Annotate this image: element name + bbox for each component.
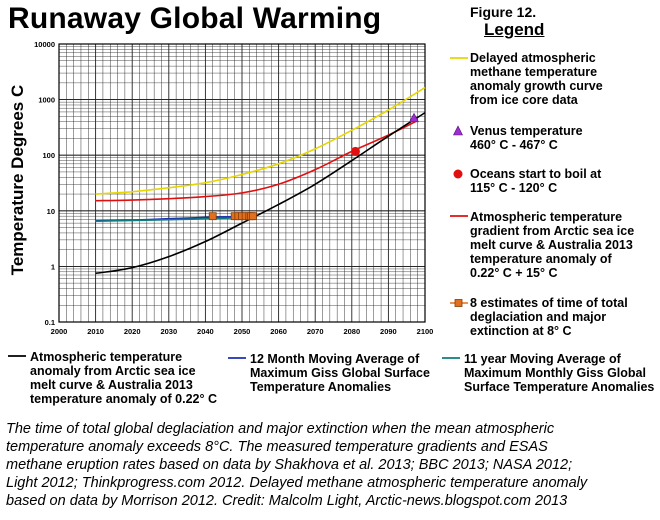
x-tick-label: 2100	[417, 327, 434, 336]
x-tick-label: 2010	[87, 327, 104, 336]
y-tick-label: 100	[42, 151, 55, 160]
y-tick-label: 0.1	[45, 318, 55, 327]
figure-label: Figure 12.	[470, 4, 537, 20]
y-tick-label: 1000	[38, 96, 55, 105]
series-line-methane	[95, 86, 426, 195]
x-tick-label: 2030	[160, 327, 177, 336]
figure-caption: The time of total global deglaciation an…	[6, 421, 588, 509]
x-tick-label: 2060	[270, 327, 287, 336]
markers	[208, 112, 420, 221]
legend-symbols	[8, 57, 468, 359]
series-line-black-anomaly	[95, 112, 426, 275]
x-tick-label: 2050	[234, 327, 251, 336]
legend-entry-venus: Venus temperature 460° C - 467° C	[470, 124, 583, 152]
series-lines	[95, 86, 426, 275]
legend-entry-red-gradient: Atmospheric temperature gradient from Ar…	[470, 210, 635, 280]
y-tick-label: 1	[51, 262, 55, 271]
y-tick-label: 10000	[34, 40, 55, 49]
marker-oceans-boil	[350, 146, 360, 156]
legend-symbol-estimates	[454, 299, 463, 307]
legend-symbol-oceans	[453, 169, 463, 179]
marker-venus	[409, 112, 420, 123]
plot-border	[58, 43, 426, 323]
legend-entry-teal-11year: 11 year Moving Average of Maximum Monthl…	[464, 352, 655, 394]
x-tick-label: 2020	[124, 327, 141, 336]
y-tick-label: 10	[47, 207, 55, 216]
x-tick-label: 2090	[380, 327, 397, 336]
marker-deglaciation-estimate	[249, 212, 257, 221]
legend-heading: Legend	[484, 20, 545, 39]
x-tick-label: 2040	[197, 327, 214, 336]
chart-title: Runaway Global Warming	[8, 2, 382, 35]
legend-entry-estimates: 8 estimates of time of total deglaciatio…	[470, 296, 628, 338]
grid	[58, 43, 426, 323]
legend-entry-black-anomaly: Atmospheric temperature anomaly from Arc…	[30, 350, 218, 406]
legend-symbol-venus	[453, 125, 463, 136]
marker-deglaciation-estimate	[208, 212, 217, 221]
series-line-teal-11year	[95, 216, 243, 223]
legend-entry-methane: Delayed atmospheric methane temperature …	[470, 51, 603, 107]
series-line-red-gradient	[95, 119, 419, 202]
axis-ticks: 2000 2010 2020 2030 2040 2050 2060 2070 2080 2090…	[34, 40, 433, 336]
legend-entry-oceans: Oceans start to boil at 115° C - 120° C	[470, 167, 602, 195]
legend-entry-blue-12month: 12 Month Moving Average of Maximum Giss …	[250, 352, 430, 394]
x-tick-label: 2070	[307, 327, 324, 336]
x-tick-label: 2000	[51, 327, 68, 336]
x-tick-label: 2080	[343, 327, 360, 336]
